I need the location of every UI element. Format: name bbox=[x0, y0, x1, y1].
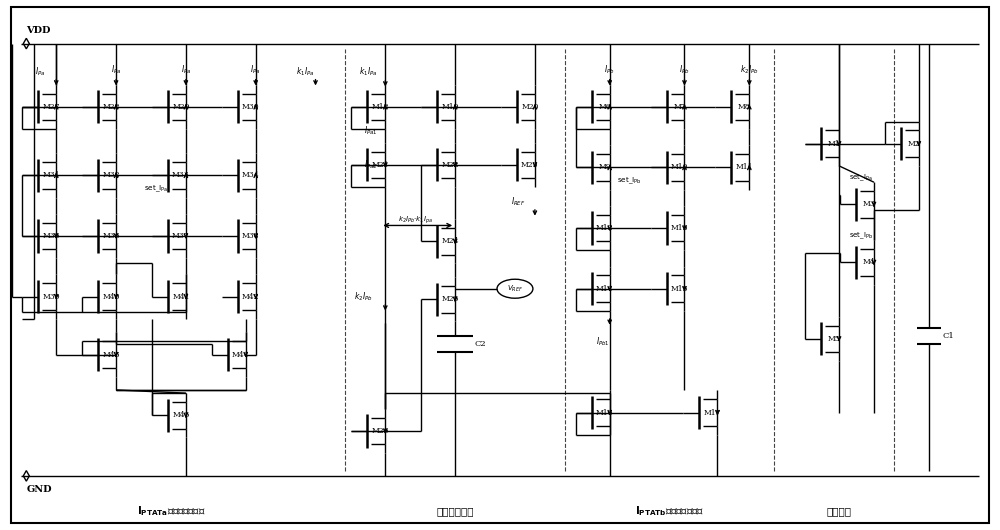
Text: M6: M6 bbox=[598, 103, 611, 111]
Text: $I_{REF}$: $I_{REF}$ bbox=[511, 196, 525, 208]
Text: $I_{Pa}$: $I_{Pa}$ bbox=[250, 64, 261, 76]
Text: M44: M44 bbox=[232, 351, 249, 359]
Text: M35: M35 bbox=[42, 232, 60, 240]
Text: M22: M22 bbox=[441, 161, 459, 169]
Text: C2: C2 bbox=[474, 340, 486, 348]
Text: $\mathbf{I_{PTATb}}$基准电流源电路: $\mathbf{I_{PTATb}}$基准电流源电路 bbox=[635, 505, 704, 518]
Text: VDD: VDD bbox=[26, 26, 51, 35]
Text: M31: M31 bbox=[42, 171, 60, 179]
Text: M37: M37 bbox=[172, 232, 190, 240]
Text: M41: M41 bbox=[172, 293, 190, 301]
Text: $I_{Pa}$: $I_{Pa}$ bbox=[181, 64, 191, 76]
Text: M40: M40 bbox=[102, 293, 120, 301]
Text: M16: M16 bbox=[596, 409, 613, 417]
Text: GND: GND bbox=[26, 484, 52, 493]
Text: M20: M20 bbox=[521, 103, 539, 111]
Text: M21: M21 bbox=[372, 161, 389, 169]
Text: M13: M13 bbox=[671, 224, 688, 232]
Text: $k_1 I_{Pa}$: $k_1 I_{Pa}$ bbox=[296, 65, 315, 78]
Text: 启动电路: 启动电路 bbox=[827, 506, 852, 516]
Text: $\mathrm{set\_I_{Pa}}$: $\mathrm{set\_I_{Pa}}$ bbox=[849, 173, 873, 183]
Text: M7: M7 bbox=[673, 103, 686, 111]
Text: M34: M34 bbox=[242, 171, 260, 179]
Text: $k_2 I_{Pb}{\cdot}k_1 I_{pa}$: $k_2 I_{Pb}{\cdot}k_1 I_{pa}$ bbox=[398, 215, 433, 226]
Text: 温度补偿电路: 温度补偿电路 bbox=[436, 506, 474, 516]
Text: M18: M18 bbox=[372, 103, 389, 111]
Text: $I_{Pa}$: $I_{Pa}$ bbox=[111, 64, 121, 76]
Text: $V_{REF}$: $V_{REF}$ bbox=[507, 284, 523, 294]
Text: $I_{Pb}$: $I_{Pb}$ bbox=[679, 64, 690, 76]
Text: M3: M3 bbox=[863, 200, 875, 208]
Text: M45: M45 bbox=[172, 411, 190, 419]
Text: M39: M39 bbox=[42, 293, 60, 301]
Text: M24: M24 bbox=[441, 237, 459, 245]
Text: M25: M25 bbox=[441, 295, 459, 303]
Text: M32: M32 bbox=[102, 171, 120, 179]
Text: M2: M2 bbox=[908, 140, 920, 148]
Text: $I_{Pb1}$: $I_{Pb1}$ bbox=[596, 335, 610, 348]
Text: C1: C1 bbox=[943, 332, 955, 340]
Text: M30: M30 bbox=[242, 103, 260, 111]
Text: $\mathrm{set\_I_{Pb}}$: $\mathrm{set\_I_{Pb}}$ bbox=[849, 231, 873, 241]
Text: $\mathrm{set\_I_{Pa}}$: $\mathrm{set\_I_{Pa}}$ bbox=[144, 183, 168, 194]
Text: M29: M29 bbox=[172, 103, 190, 111]
Text: M28: M28 bbox=[102, 103, 120, 111]
Text: M17: M17 bbox=[704, 409, 721, 417]
Text: M42: M42 bbox=[242, 293, 259, 301]
Text: M19: M19 bbox=[441, 103, 459, 111]
Text: M14: M14 bbox=[596, 285, 613, 293]
Text: M8: M8 bbox=[738, 103, 751, 111]
Text: M5: M5 bbox=[828, 335, 840, 343]
Text: $I_{Pa2}$: $I_{Pa2}$ bbox=[364, 158, 377, 171]
Text: $k_2 I_{Pb}$: $k_2 I_{Pb}$ bbox=[354, 290, 373, 303]
Text: $I_{Pa}$: $I_{Pa}$ bbox=[35, 65, 45, 78]
Text: M27: M27 bbox=[42, 103, 60, 111]
Text: M38: M38 bbox=[242, 232, 260, 240]
Text: M4: M4 bbox=[863, 258, 875, 267]
Text: $I_{Pa1}$: $I_{Pa1}$ bbox=[364, 125, 377, 137]
Text: M36: M36 bbox=[102, 232, 120, 240]
Text: M15: M15 bbox=[671, 285, 688, 293]
Text: $I_{Pb}$: $I_{Pb}$ bbox=[604, 64, 615, 76]
Text: M23: M23 bbox=[521, 161, 539, 169]
Text: M1: M1 bbox=[828, 140, 840, 148]
Text: M33: M33 bbox=[172, 171, 190, 179]
Text: $\mathbf{I_{PTATa}}$基准电流源电路: $\mathbf{I_{PTATa}}$基准电流源电路 bbox=[137, 505, 205, 518]
Text: $\mathrm{set\_I_{Pb}}$: $\mathrm{set\_I_{Pb}}$ bbox=[617, 175, 642, 186]
Text: $k_1 I_{Pa}$: $k_1 I_{Pa}$ bbox=[359, 65, 378, 78]
Text: M11: M11 bbox=[736, 163, 753, 172]
Text: M9: M9 bbox=[598, 163, 611, 172]
Text: M43: M43 bbox=[102, 351, 120, 359]
Text: $k_2 I_{Pb}$: $k_2 I_{Pb}$ bbox=[740, 64, 759, 76]
Text: M26: M26 bbox=[372, 427, 389, 435]
Text: M12: M12 bbox=[596, 224, 613, 232]
Text: M10: M10 bbox=[671, 163, 688, 172]
